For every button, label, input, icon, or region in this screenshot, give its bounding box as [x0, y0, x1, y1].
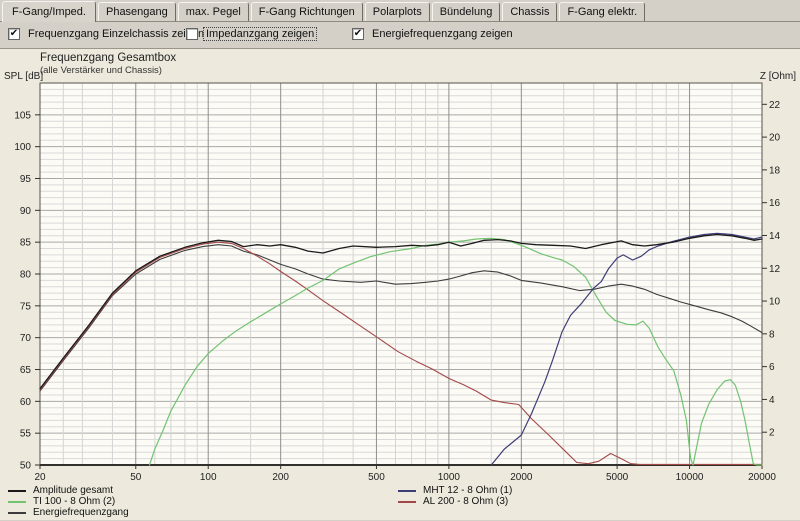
legend-label: Amplitude gesamt — [33, 485, 113, 496]
y-left-tick-label: 85 — [20, 238, 32, 249]
tab-f-gang-imped-[interactable]: F-Gang/Imped. — [2, 1, 96, 22]
legend-swatch-ti100 — [8, 501, 26, 503]
legend-item: AL 200 - 8 Ohm (3) — [398, 496, 512, 507]
checkbox-2[interactable]: Impedanzgang zeigen — [186, 28, 316, 40]
y-left-tick-label: 55 — [20, 429, 32, 440]
checkbox-label: Impedanzgang zeigen — [204, 28, 316, 40]
y-left-tick-label: 100 — [14, 142, 31, 153]
x-tick-label: 10000 — [676, 472, 704, 483]
tab-f-gang-elektr-[interactable]: F-Gang elektr. — [559, 2, 645, 21]
y-left-axis-label: SPL [dB] — [4, 71, 43, 82]
y-left-tick-label: 75 — [20, 301, 32, 312]
legend-item: Energiefrequenzgang — [8, 507, 129, 518]
y-right-tick-label: 20 — [769, 133, 781, 144]
chart-subtitle: (alle Verstärker und Chassis) — [40, 65, 162, 76]
y-right-tick-label: 4 — [769, 395, 775, 406]
y-left-tick-label: 65 — [20, 365, 32, 376]
legend-item: MHT 12 - 8 Ohm (1) — [398, 485, 512, 496]
y-right-axis-label: Z [Ohm] — [760, 71, 796, 82]
y-right-tick-label: 12 — [769, 264, 781, 275]
y-right-tick-label: 8 — [769, 329, 775, 340]
x-tick-label: 100 — [200, 472, 217, 483]
checkbox-3[interactable]: ✔ Energiefrequenzgang zeigen — [352, 28, 515, 40]
y-right-tick-label: 16 — [769, 198, 781, 209]
legend-item: Amplitude gesamt — [8, 485, 129, 496]
tab-chassis[interactable]: Chassis — [502, 2, 557, 21]
x-tick-label: 20 — [34, 472, 46, 483]
y-right-tick-label: 18 — [769, 165, 781, 176]
y-right-tick-label: 10 — [769, 297, 781, 308]
checkbox-label: Frequenzgang Einzelchassis zeigen — [26, 28, 206, 40]
y-left-tick-label: 95 — [20, 174, 32, 185]
x-tick-label: 5000 — [606, 472, 629, 483]
y-left-tick-label: 90 — [20, 206, 32, 217]
x-tick-label: 20000 — [748, 472, 776, 483]
tab-polarplots[interactable]: Polarplots — [365, 2, 430, 21]
checkbox-label: Energiefrequenzgang zeigen — [370, 28, 515, 40]
chart-panel: 105 100 95 90 85 80 75 70 65 60 55 50 22 20 18 16 14 12 10… — [0, 48, 800, 520]
x-tick-label: 1000 — [438, 472, 461, 483]
legend-label: TI 100 - 8 Ohm (2) — [33, 496, 115, 507]
x-tick-label: 500 — [368, 472, 385, 483]
y-right-tick-label: 6 — [769, 362, 775, 373]
chart-title: Frequenzgang Gesamtbox — [40, 52, 176, 64]
tab-max-pegel[interactable]: max. Pegel — [178, 2, 249, 21]
y-right-tick-label: 22 — [769, 100, 781, 111]
legend-label: AL 200 - 8 Ohm (3) — [423, 496, 508, 507]
checkbox-1[interactable]: ✔ Frequenzgang Einzelchassis zeigen — [8, 28, 206, 40]
checkbox-checked-icon[interactable]: ✔ — [8, 28, 20, 40]
y-left-tick-label: 80 — [20, 270, 32, 281]
tab-phasengang[interactable]: Phasengang — [98, 2, 176, 21]
tab-f-gang-richtungen[interactable]: F-Gang Richtungen — [251, 2, 363, 21]
y-left-tick-label: 50 — [20, 461, 32, 472]
y-left-tick-label: 70 — [20, 333, 32, 344]
y-right-tick-label: 14 — [769, 231, 781, 242]
checkbox-box[interactable] — [186, 28, 198, 40]
legend-label: MHT 12 - 8 Ohm (1) — [423, 485, 512, 496]
legend-item: TI 100 - 8 Ohm (2) — [8, 496, 129, 507]
legend-label: Energiefrequenzgang — [33, 507, 129, 518]
y-left-tick-label: 60 — [20, 397, 32, 408]
legend-swatch-mht12 — [398, 490, 416, 492]
legend-swatch-al200 — [398, 501, 416, 503]
x-tick-label: 2000 — [510, 472, 533, 483]
legend-swatch-energie — [8, 512, 26, 514]
tab-bündelung[interactable]: Bündelung — [432, 2, 501, 21]
frequency-response-chart: 105 100 95 90 85 80 75 70 65 60 55 50 22 20 18 16 14 12 10… — [0, 49, 800, 521]
legend-column-2: MHT 12 - 8 Ohm (1)AL 200 - 8 Ohm (3) — [398, 485, 512, 507]
y-right-tick-label: 2 — [769, 428, 775, 439]
legend-swatch-amplitude — [8, 490, 26, 492]
x-tick-label: 200 — [272, 472, 289, 483]
y-left-tick-label: 105 — [14, 110, 31, 121]
checkbox-checked-icon[interactable]: ✔ — [352, 28, 364, 40]
x-tick-label: 50 — [130, 472, 142, 483]
